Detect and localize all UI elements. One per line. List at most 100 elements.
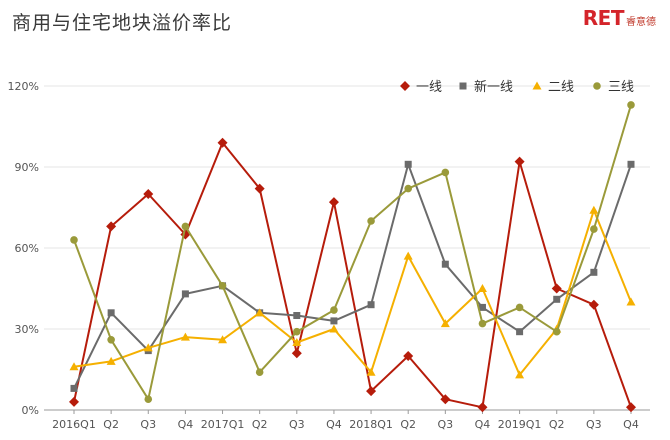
data-point <box>626 297 636 306</box>
x-tick-label: Q4 <box>623 418 639 431</box>
x-tick-label: Q3 <box>140 418 156 431</box>
logo-text: 睿意德 <box>626 17 656 28</box>
data-point <box>254 183 265 194</box>
data-point <box>477 402 488 413</box>
data-point <box>107 309 115 317</box>
series-2 <box>70 160 635 392</box>
data-point <box>367 217 375 225</box>
data-point <box>441 260 449 268</box>
data-point <box>181 222 190 231</box>
data-point <box>144 395 153 404</box>
data-point <box>329 324 339 333</box>
data-point <box>403 251 413 260</box>
data-point <box>516 328 524 336</box>
data-point <box>404 160 412 168</box>
data-point <box>553 295 561 303</box>
data-point <box>590 225 598 233</box>
data-point <box>552 327 561 336</box>
data-point <box>477 284 487 292</box>
legend-marker <box>593 82 601 90</box>
data-point <box>255 308 265 317</box>
data-point <box>589 205 599 214</box>
data-point <box>69 396 79 407</box>
x-tick-label: Q3 <box>586 418 602 431</box>
data-point <box>180 332 190 341</box>
data-point <box>515 370 525 379</box>
data-point <box>478 303 486 311</box>
y-tick-label: 30% <box>15 323 39 336</box>
x-tick-label: Q4 <box>326 418 342 431</box>
series-line <box>73 104 632 401</box>
x-tick-label: 2016Q1 <box>52 418 96 431</box>
data-point <box>330 306 338 314</box>
legend-marker <box>532 81 542 90</box>
data-point <box>366 367 376 376</box>
data-point <box>627 101 635 109</box>
data-point <box>626 402 636 413</box>
data-point <box>292 338 302 346</box>
x-tick-label: Q3 <box>289 418 305 431</box>
y-axis-ticks: 0% 30% 60% 90% 120% <box>8 80 39 417</box>
data-point <box>217 137 228 148</box>
x-tick-label: Q2 <box>103 418 119 431</box>
data-point <box>440 394 451 405</box>
data-point <box>293 312 301 319</box>
chart-title: 商用与住宅地块溢价率比 <box>12 12 233 34</box>
x-tick-label: Q3 <box>437 418 453 431</box>
series-line <box>73 163 632 389</box>
legend: 一线 新一线 二线 三线 <box>400 79 634 95</box>
series-1 <box>69 137 636 413</box>
data-point <box>70 384 78 392</box>
data-point <box>181 290 189 298</box>
series-line <box>73 141 632 409</box>
data-point <box>367 301 375 309</box>
series-line <box>73 209 632 376</box>
data-point <box>590 268 598 276</box>
data-point <box>143 343 153 352</box>
legend-label: 三线 <box>608 80 634 95</box>
x-tick-label: 2019Q1 <box>498 418 542 431</box>
legend-item: 一线 <box>400 80 442 95</box>
x-tick-label: Q2 <box>400 418 416 431</box>
y-tick-label: 60% <box>15 242 39 255</box>
y-tick-label: 90% <box>15 161 39 174</box>
grid-lines <box>44 85 650 411</box>
data-point <box>143 189 154 199</box>
legend-item: 新一线 <box>459 79 513 95</box>
data-point <box>330 317 338 325</box>
legend-item: 三线 <box>593 80 634 95</box>
data-point <box>255 368 264 377</box>
logo-mark: RET <box>582 6 625 30</box>
data-point <box>70 236 78 244</box>
data-point <box>478 319 487 328</box>
data-point <box>106 221 117 232</box>
x-tick-label: 2017Q1 <box>201 418 245 431</box>
data-point <box>106 356 116 365</box>
x-tick-label: Q4 <box>178 418 194 431</box>
ret-logo: RET 睿意德 <box>583 6 656 30</box>
series-group <box>69 101 636 413</box>
data-point <box>627 160 635 168</box>
data-point <box>404 184 413 193</box>
data-point <box>218 335 228 344</box>
data-point <box>441 168 450 177</box>
x-tick-label: 2018Q1 <box>349 418 393 431</box>
data-point <box>366 386 377 397</box>
data-point <box>515 303 524 312</box>
data-point <box>69 362 79 371</box>
data-point <box>107 336 115 344</box>
data-point <box>328 197 339 208</box>
y-tick-label: 120% <box>8 80 39 93</box>
legend-marker <box>400 81 410 91</box>
data-point <box>551 283 562 294</box>
data-point <box>403 351 414 361</box>
legend-label: 新一线 <box>474 79 513 95</box>
data-point <box>588 299 599 310</box>
data-point <box>440 319 450 328</box>
legend-item: 二线 <box>532 80 574 95</box>
data-point <box>293 327 301 336</box>
x-tick-label: Q4 <box>475 418 491 431</box>
legend-label: 一线 <box>416 80 442 95</box>
data-point <box>514 156 525 167</box>
